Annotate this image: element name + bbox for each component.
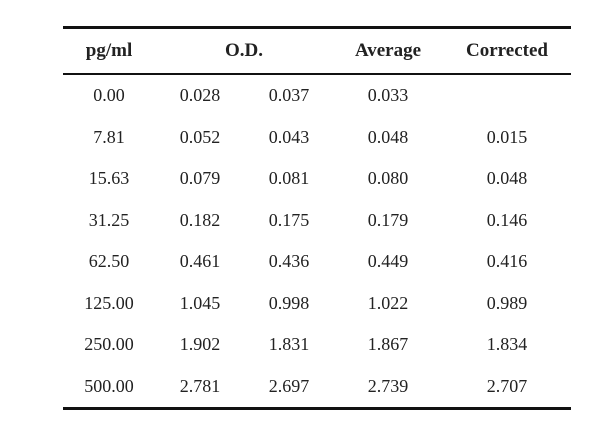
- table-row: 250.00 1.902 1.831 1.867 1.834: [63, 324, 571, 366]
- table-row: 500.00 2.781 2.697 2.739 2.707: [63, 366, 571, 409]
- cell-corrected: 1.834: [486, 334, 528, 355]
- table-row: 7.81 0.052 0.043 0.048 0.015: [63, 117, 571, 159]
- cell-od-2: 0.043: [268, 126, 310, 147]
- cell-od-1: 2.781: [179, 375, 221, 396]
- cell-average: 2.739: [367, 375, 409, 396]
- cell-average: 0.033: [367, 85, 409, 106]
- cell-od-2: 0.436: [268, 251, 310, 272]
- cell-od-1: 0.182: [179, 209, 221, 230]
- cell-corrected: 2.707: [486, 375, 528, 396]
- cell-od-1: 1.902: [179, 334, 221, 355]
- cell-concentration: 250.00: [84, 334, 134, 355]
- cell-od-2: 2.697: [268, 375, 310, 396]
- header-corrected: Corrected: [466, 40, 548, 61]
- cell-corrected: 0.015: [486, 126, 528, 147]
- cell-concentration: 0.00: [93, 85, 125, 106]
- header-average: Average: [354, 40, 422, 61]
- cell-od-2: 1.831: [268, 334, 310, 355]
- cell-od-2: 0.998: [268, 292, 310, 313]
- cell-corrected: 0.048: [486, 168, 528, 189]
- table-row: 15.63 0.079 0.081 0.080 0.048: [63, 158, 571, 200]
- cell-od-1: 0.052: [179, 126, 221, 147]
- standard-curve-table: pg/ml O.D. Average Corrected 0.00 0.028 …: [63, 26, 571, 410]
- cell-od-1: 1.045: [179, 292, 221, 313]
- cell-corrected: 0.989: [486, 292, 528, 313]
- cell-od-2: 0.037: [268, 85, 310, 106]
- cell-concentration: 15.63: [88, 168, 130, 189]
- header-od: O.D.: [225, 40, 263, 61]
- cell-average: 1.022: [367, 292, 409, 313]
- cell-od-1: 0.461: [179, 251, 221, 272]
- cell-od-1: 0.028: [179, 85, 221, 106]
- cell-concentration: 62.50: [88, 251, 130, 272]
- cell-average: 0.048: [367, 126, 409, 147]
- cell-od-1: 0.079: [179, 168, 221, 189]
- table-row: 31.25 0.182 0.175 0.179 0.146: [63, 200, 571, 242]
- cell-average: 0.449: [367, 251, 409, 272]
- cell-concentration: 125.00: [84, 292, 134, 313]
- cell-average: 0.179: [367, 209, 409, 230]
- table-header-row: pg/ml O.D. Average Corrected: [63, 27, 571, 74]
- cell-average: 0.080: [367, 168, 409, 189]
- cell-concentration: 31.25: [88, 209, 130, 230]
- table-body: 0.00 0.028 0.037 0.033 7.81 0.052 0.043 …: [63, 74, 571, 409]
- cell-corrected: [443, 74, 571, 117]
- header-concentration: pg/ml: [85, 40, 133, 61]
- cell-corrected: 0.416: [486, 251, 528, 272]
- cell-concentration: 500.00: [84, 375, 134, 396]
- standard-curve-table-container: pg/ml O.D. Average Corrected 0.00 0.028 …: [63, 26, 571, 410]
- cell-corrected: 0.146: [486, 209, 528, 230]
- cell-concentration: 7.81: [93, 126, 125, 147]
- cell-od-2: 0.081: [268, 168, 310, 189]
- table-row: 0.00 0.028 0.037 0.033: [63, 74, 571, 117]
- cell-average: 1.867: [367, 334, 409, 355]
- table-row: 125.00 1.045 0.998 1.022 0.989: [63, 283, 571, 325]
- cell-od-2: 0.175: [268, 209, 310, 230]
- table-row: 62.50 0.461 0.436 0.449 0.416: [63, 241, 571, 283]
